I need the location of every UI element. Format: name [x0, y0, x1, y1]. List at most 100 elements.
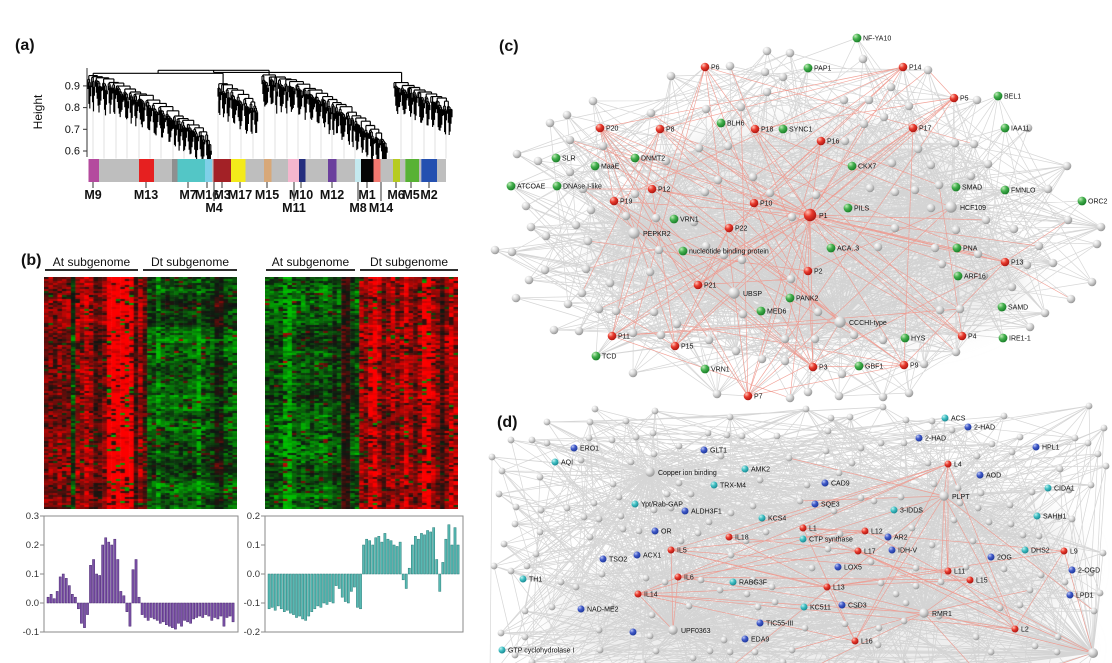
svg-text:P6: P6	[711, 65, 720, 72]
svg-text:ACS: ACS	[951, 416, 966, 423]
svg-text:0.7: 0.7	[65, 124, 80, 136]
svg-text:OR: OR	[661, 529, 672, 536]
svg-text:Dt subgenome: Dt subgenome	[370, 255, 448, 269]
svg-text:P4: P4	[968, 334, 977, 341]
svg-text:M4: M4	[205, 201, 222, 215]
svg-text:IL14: IL14	[644, 592, 658, 599]
svg-text:L2: L2	[1021, 627, 1029, 634]
svg-text:GLT1: GLT1	[710, 448, 727, 455]
svg-text:nucleotide binding protein: nucleotide binding protein	[689, 249, 769, 256]
svg-text:P14: P14	[909, 65, 922, 72]
svg-text:CKX7: CKX7	[858, 164, 876, 171]
svg-text:0.8: 0.8	[65, 102, 80, 114]
svg-text:SYNC1: SYNC1	[789, 127, 812, 134]
svg-text:(c): (c)	[499, 38, 519, 55]
svg-text:ATCOAE: ATCOAE	[517, 184, 546, 191]
svg-text:FMNLO: FMNLO	[1011, 188, 1036, 195]
svg-text:M8: M8	[349, 201, 366, 215]
svg-text:2-OGD: 2-OGD	[1078, 568, 1100, 575]
svg-text:SMAD: SMAD	[962, 185, 982, 192]
svg-text:IL5: IL5	[677, 548, 687, 555]
svg-text:P18: P18	[761, 127, 774, 134]
svg-text:M1: M1	[358, 188, 375, 202]
svg-text:P21: P21	[704, 283, 717, 290]
svg-text:-0.1: -0.1	[244, 598, 260, 609]
svg-text:PANK2: PANK2	[796, 296, 819, 303]
svg-text:Copper ion binding: Copper ion binding	[658, 470, 717, 477]
svg-text:P3: P3	[819, 365, 828, 372]
svg-text:(d): (d)	[497, 414, 517, 431]
svg-text:M6: M6	[387, 188, 404, 202]
svg-text:GBF1: GBF1	[865, 364, 883, 371]
svg-text:UPF0363: UPF0363	[681, 628, 711, 635]
svg-text:NAD-ME2: NAD-ME2	[587, 607, 619, 614]
svg-text:BEL1: BEL1	[1004, 94, 1021, 101]
svg-text:IAA11: IAA11	[1011, 126, 1030, 133]
svg-text:DNAse I-like: DNAse I-like	[563, 184, 602, 191]
svg-text:0.6: 0.6	[65, 146, 80, 158]
svg-text:M13: M13	[134, 188, 158, 202]
svg-text:Height: Height	[31, 94, 45, 129]
svg-text:UBSP: UBSP	[743, 291, 762, 298]
svg-text:DHS2: DHS2	[1031, 548, 1050, 555]
svg-text:ORC2: ORC2	[1088, 199, 1108, 206]
svg-text:RABG3F: RABG3F	[739, 580, 767, 587]
svg-text:P16: P16	[827, 139, 840, 146]
svg-text:L11: L11	[954, 569, 965, 576]
svg-text:IL6: IL6	[684, 575, 694, 582]
svg-text:P2: P2	[814, 269, 823, 276]
svg-text:0.0: 0.0	[26, 598, 39, 609]
svg-text:0.9: 0.9	[65, 80, 80, 92]
svg-text:CAD9: CAD9	[831, 481, 850, 488]
svg-text:M10: M10	[289, 188, 313, 202]
svg-text:SAMD: SAMD	[1008, 305, 1028, 312]
svg-text:KC511: KC511	[810, 605, 831, 612]
svg-text:P10: P10	[760, 201, 773, 208]
svg-text:CTP synthase: CTP synthase	[809, 537, 853, 544]
svg-text:0.1: 0.1	[26, 569, 39, 580]
svg-text:NF-YA10: NF-YA10	[863, 36, 891, 43]
svg-text:P5: P5	[960, 96, 969, 103]
svg-text:RMR1: RMR1	[932, 611, 952, 618]
svg-text:M3: M3	[213, 188, 230, 202]
svg-text:L4: L4	[954, 462, 962, 469]
svg-text:P9: P9	[910, 363, 919, 370]
svg-text:2-HAD: 2-HAD	[925, 436, 946, 443]
svg-text:P7: P7	[754, 394, 763, 401]
svg-text:HPL1: HPL1	[1042, 445, 1060, 452]
svg-text:LPD1: LPD1	[1076, 593, 1094, 600]
svg-text:DNMT2: DNMT2	[641, 156, 665, 163]
svg-text:AOD: AOD	[986, 473, 1001, 480]
svg-text:PNA: PNA	[963, 246, 978, 253]
svg-text:M11: M11	[282, 201, 306, 215]
svg-text:M14: M14	[369, 201, 393, 215]
svg-text:IDH-V: IDH-V	[898, 548, 917, 555]
svg-text:PEPKR2: PEPKR2	[643, 231, 671, 238]
svg-text:-0.2: -0.2	[244, 627, 260, 638]
svg-text:TRX-M4: TRX-M4	[720, 483, 746, 490]
svg-text:At subgenome: At subgenome	[53, 255, 131, 269]
svg-text:MaaE: MaaE	[601, 164, 620, 171]
svg-text:-0.1: -0.1	[23, 627, 39, 638]
svg-text:3-IDDS: 3-IDDS	[900, 508, 923, 515]
svg-text:M17: M17	[228, 188, 252, 202]
svg-text:VRN1: VRN1	[711, 367, 730, 374]
svg-text:LOX5: LOX5	[844, 565, 862, 572]
svg-text:SAHH1: SAHH1	[1043, 514, 1066, 521]
svg-text:M5: M5	[402, 188, 419, 202]
svg-text:M9: M9	[84, 188, 101, 202]
svg-text:ALDH3F1: ALDH3F1	[691, 509, 722, 516]
svg-text:TIC55-III: TIC55-III	[766, 621, 793, 628]
svg-text:SLR: SLR	[562, 156, 576, 163]
svg-text:P1: P1	[819, 213, 828, 220]
svg-text:L1: L1	[809, 526, 817, 533]
svg-text:AQI: AQI	[561, 460, 573, 467]
svg-text:M16: M16	[195, 188, 219, 202]
svg-text:M2: M2	[420, 188, 437, 202]
svg-text:P20: P20	[606, 126, 619, 133]
svg-text:ERO1: ERO1	[580, 446, 599, 453]
svg-text:M7: M7	[179, 188, 196, 202]
svg-text:ARF16: ARF16	[964, 274, 986, 281]
svg-text:P12: P12	[658, 187, 671, 194]
svg-text:(b): (b)	[21, 252, 41, 269]
